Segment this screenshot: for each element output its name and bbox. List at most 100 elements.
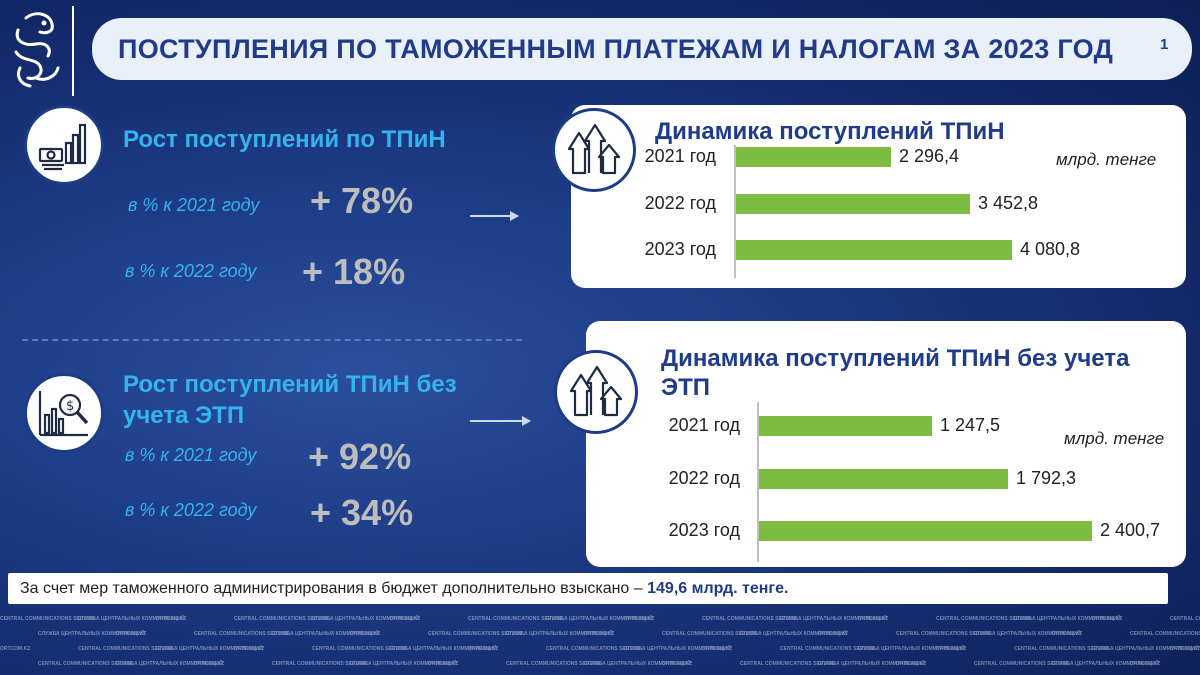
watermark-text: CENTRAL COMMUNICATIONS SERVICE — [740, 661, 836, 667]
chart1-bar — [736, 240, 1012, 260]
watermark-text: CENTRAL COMMUNICATIONS SERVICE — [0, 616, 96, 622]
watermark-text: ORTCOM.KZ — [0, 646, 31, 652]
chart1-unit: млрд. тенге — [1056, 150, 1157, 169]
footer-text: За счет мер таможенного администрировани… — [20, 579, 643, 597]
section1-label-2022: в % к 2022 году — [125, 261, 257, 281]
page-number: 1 — [1160, 36, 1169, 53]
chart2-title: Динамика поступлений ТПиН без учета ЭТП — [661, 345, 1130, 401]
watermark-text: CENTRAL COMMUNICATIONS SERVICE — [1014, 646, 1110, 652]
watermark-text: ORTCOM.KZ — [194, 661, 225, 667]
page-title: ПОСТУПЛЕНИЯ ПО ТАМОЖЕННЫМ ПЛАТЕЖАМ И НАЛ… — [118, 33, 1114, 64]
watermark-text: CENTRAL COMMUNICATIONS SERVICE — [78, 646, 174, 652]
watermark-text: СЛУЖБА ЦЕНТРАЛЬНЫХ КОММУНИКАЦИЙ — [116, 661, 223, 667]
watermark-text: CENTRAL COMMUNICATIONS SERVICE — [468, 616, 564, 622]
rising-arrows-icon — [554, 350, 638, 434]
chart2-unit: млрд. тенге — [1064, 429, 1165, 448]
watermark-text: CENTRAL COMMUNICATIONS SERVICE — [428, 631, 524, 637]
section1-value-2022: + 18% — [302, 251, 406, 292]
watermark-text: СЛУЖБА ЦЕНТРАЛЬНЫХ КОММУНИКАЦИЙ — [624, 646, 731, 652]
watermark-text: СЛУЖБА ЦЕНТРАЛЬНЫХ КОММУНИКАЦИЙ — [78, 616, 185, 622]
section1-value-2021: + 78% — [310, 180, 414, 221]
chart1-bar — [736, 194, 970, 214]
section2-label-2021: в % к 2021 году — [125, 445, 257, 465]
watermark-text: СЛУЖБА ЦЕНТРАЛЬНЫХ КОММУНИКАЦИЙ — [740, 631, 847, 637]
watermark-text: ORTCOM.KZ — [1170, 646, 1200, 652]
watermark-text: ORTCOM.KZ — [624, 616, 655, 622]
watermark-text: ORTCOM.KZ — [818, 631, 849, 637]
watermark-text: ORTCOM.KZ — [390, 616, 421, 622]
watermark-text: CENTRAL COMMUNICATIONS SERVICE — [506, 661, 602, 667]
chart2-category-label: 2021 год — [668, 415, 740, 435]
section1-title: Рост поступлений по ТПиН — [123, 126, 446, 153]
title-bar: ПОСТУПЛЕНИЯ ПО ТАМОЖЕННЫМ ПЛАТЕЖАМ И НАЛ… — [92, 18, 1192, 80]
watermark-text: ORTCOM.KZ — [896, 661, 927, 667]
watermark-text: CENTRAL COMMUNICATIONS SERVICE — [780, 646, 876, 652]
watermark-text: CENTRAL COMMUNICATIONS SERVICE — [974, 661, 1070, 667]
watermark-text: СЛУЖБА ЦЕНТРАЛЬНЫХ КОММУНИКАЦИЙ — [156, 646, 263, 652]
svg-text:$: $ — [66, 399, 74, 414]
chart2-bar — [759, 416, 932, 436]
bar-chart-money-icon — [24, 105, 104, 185]
footer-note: За счет мер таможенного администрировани… — [8, 573, 1168, 604]
watermark-text: СЛУЖБА ЦЕНТРАЛЬНЫХ КОММУНИКАЦИЙ — [312, 616, 419, 622]
watermark-text: CENTRAL COMMUNICATIONS SERVICE — [38, 661, 134, 667]
watermark-text: CENTRAL COMMUNICATIONS SERVICE — [1130, 631, 1200, 637]
watermark-text: СЛУЖБА ЦЕНТРАЛЬНЫХ КОММУНИКАЦИЙ — [584, 661, 691, 667]
chart2-value-label: 2 400,7 — [1100, 520, 1161, 540]
watermark-text: ORTCOM.KZ — [1130, 661, 1161, 667]
watermark-text: СЛУЖБА ЦЕНТРАЛЬНЫХ КОММУНИКАЦИЙ — [818, 661, 925, 667]
watermark-text: ORTCOM.KZ — [116, 631, 147, 637]
magnifier-chart-icon: $ — [24, 373, 104, 453]
watermark-text: CENTRAL COMMUNICATIONS SERVICE — [234, 616, 330, 622]
section2-value-2022: + 34% — [310, 492, 414, 533]
watermark-text: ORTCOM.KZ — [234, 646, 265, 652]
watermark-text: СЛУЖБА ЦЕНТРАЛЬНЫХ КОММУНИКАЦИЙ — [858, 646, 965, 652]
arrow-to-chart1 — [470, 211, 519, 221]
section1-label-2021: в % к 2021 году — [128, 195, 260, 215]
watermark-text: CENTRAL COMMUNICATIONS SERVICE — [1170, 616, 1200, 622]
header-divider — [72, 6, 74, 96]
watermark-text: СЛУЖБА ЦЕНТРАЛЬНЫХ КОММУНИКАЦИЙ — [780, 616, 887, 622]
watermark-text: ORTCOM.KZ — [584, 631, 615, 637]
watermark-text: CENTRAL COMMUNICATIONS SERVICE — [936, 616, 1032, 622]
watermark-strip: CENTRAL COMMUNICATIONS SERVICE СЛУЖБА ЦЕН… — [0, 612, 1200, 675]
section2-label-2022: в % к 2022 году — [125, 500, 257, 520]
watermark-text: СЛУЖБА ЦЕНТРАЛЬНЫХ КОММУНИКАЦИЙ — [1092, 646, 1199, 652]
watermark-text: СЛУЖБА ЦЕНТРАЛЬНЫХ КОММУНИКАЦИЙ — [506, 631, 613, 637]
chart1-bar — [736, 147, 891, 167]
watermark-text: CENTRAL COMMUNICATIONS SERVICE — [702, 616, 798, 622]
watermark-text: СЛУЖБА ЦЕНТРАЛЬНЫХ КОММУНИКАЦИЙ — [272, 631, 379, 637]
watermark-text: CENTRAL COMMUNICATIONS SERVICE — [194, 631, 290, 637]
watermark-text: ORTCOM.KZ — [156, 616, 187, 622]
chart2-value-label: 1 792,3 — [1016, 468, 1077, 488]
watermark-text: CENTRAL COMMUNICATIONS SERVICE — [662, 631, 758, 637]
chart1-value-label: 2 296,4 — [899, 146, 960, 166]
chart2-value-label: 1 247,5 — [940, 415, 1001, 435]
watermark-text: СЛУЖБА ЦЕНТРАЛЬНЫХ КОММУНИКАЦИЙ — [974, 631, 1081, 637]
chart1-value-label: 4 080,8 — [1020, 239, 1081, 259]
watermark-text: СЛУЖБА ЦЕНТРАЛЬНЫХ КОММУНИКАЦИЙ — [1052, 661, 1159, 667]
chart1-title: Динамика поступлений ТПиН — [655, 118, 1005, 145]
snow-leopard-logo — [14, 12, 60, 88]
watermark-text: ORTCOM.KZ — [1052, 631, 1083, 637]
chart1-axis — [734, 145, 736, 278]
chart2-bar — [759, 521, 1092, 541]
chart1-category-label: 2022 год — [644, 193, 716, 213]
section-divider — [22, 339, 522, 341]
chart2-axis — [757, 402, 759, 562]
watermark-text: ORTCOM.KZ — [936, 646, 967, 652]
watermark-text: ORTCOM.KZ — [428, 661, 459, 667]
watermark-text: ORTCOM.KZ — [1092, 616, 1123, 622]
section2-value-2021: + 92% — [308, 436, 412, 477]
watermark-text: ORTCOM.KZ — [350, 631, 381, 637]
watermark-text: CENTRAL COMMUNICATIONS SERVICE — [546, 646, 642, 652]
watermark-text: CENTRAL COMMUNICATIONS SERVICE — [312, 646, 408, 652]
rising-arrows-icon — [552, 108, 636, 192]
watermark-text: ORTCOM.KZ — [858, 616, 889, 622]
watermark-text: ORTCOM.KZ — [468, 646, 499, 652]
footer-highlight: 149,6 млрд. тенге. — [647, 579, 789, 597]
chart2-category-label: 2023 год — [668, 520, 740, 540]
arrow-to-chart2 — [470, 416, 531, 426]
chart2-bar — [759, 469, 1008, 489]
watermark-text: СЛУЖБА ЦЕНТРАЛЬНЫХ КОММУНИКАЦИЙ — [38, 631, 145, 637]
